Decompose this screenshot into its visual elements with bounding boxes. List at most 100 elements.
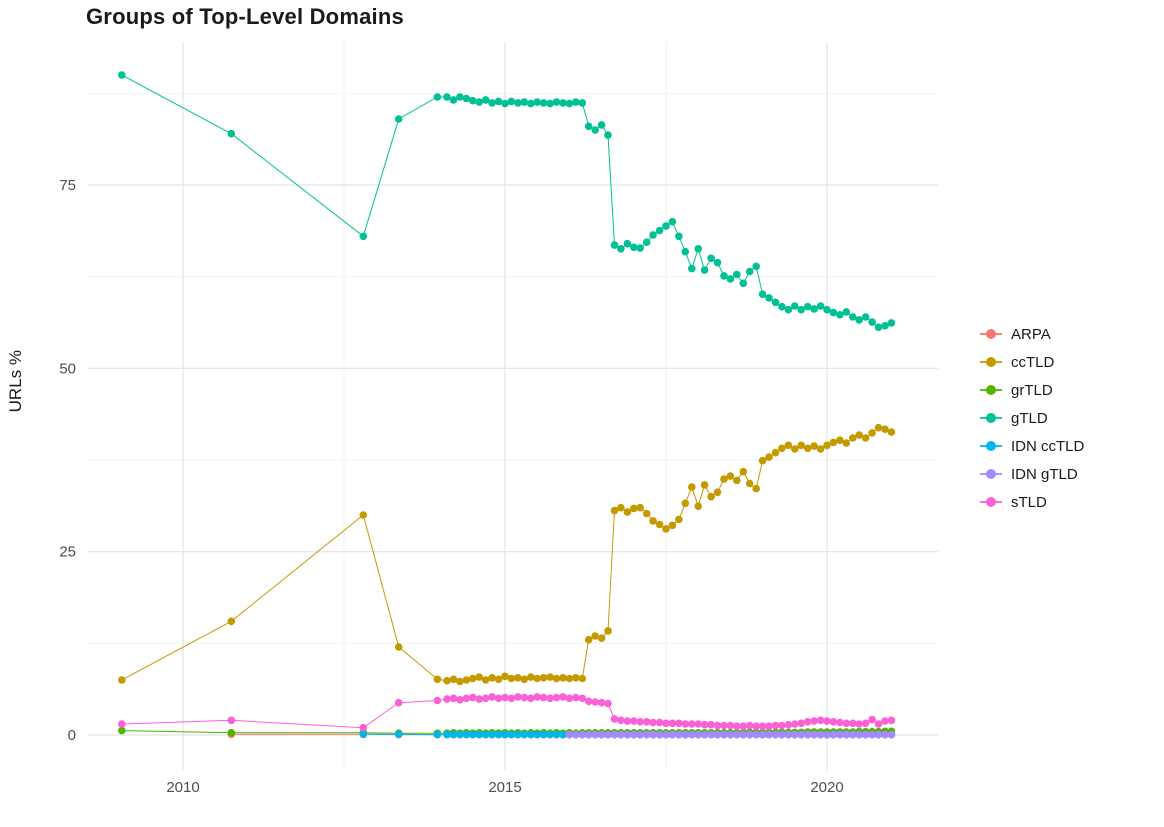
data-point	[823, 305, 831, 314]
data-point	[507, 97, 516, 106]
y-tick-label: 50	[59, 360, 76, 377]
data-point	[668, 217, 677, 226]
data-point	[855, 720, 863, 728]
data-point	[771, 730, 780, 739]
data-point	[359, 730, 368, 739]
data-point	[855, 431, 863, 439]
data-point	[720, 721, 728, 730]
data-point	[797, 719, 805, 728]
data-point	[394, 698, 403, 707]
data-point	[533, 674, 541, 683]
data-point	[481, 730, 490, 739]
data-point	[546, 694, 554, 703]
data-point	[591, 126, 599, 134]
data-point	[784, 305, 793, 314]
data-point	[462, 694, 471, 703]
legend-item-gtld[interactable]: gTLD	[980, 404, 1084, 432]
data-point	[726, 721, 735, 730]
data-point	[394, 730, 403, 739]
data-point	[874, 423, 883, 432]
data-point	[443, 695, 451, 703]
data-point	[481, 676, 490, 684]
data-point	[359, 723, 368, 732]
data-point	[791, 730, 799, 739]
data-point	[514, 730, 522, 739]
data-point	[874, 323, 883, 332]
data-point	[604, 131, 612, 139]
data-point	[803, 730, 812, 739]
legend-key-icon	[980, 382, 1002, 398]
data-point	[456, 677, 464, 686]
data-point	[752, 722, 760, 730]
data-point	[539, 693, 548, 702]
data-point	[681, 720, 690, 728]
data-point	[887, 428, 896, 436]
data-point	[488, 693, 496, 701]
data-point	[771, 298, 780, 307]
data-point	[694, 730, 702, 739]
data-point	[707, 492, 715, 501]
data-point	[733, 476, 741, 485]
data-point	[662, 222, 670, 230]
data-point	[720, 272, 728, 280]
data-point	[394, 115, 403, 123]
data-point	[829, 438, 838, 447]
data-point	[488, 674, 496, 682]
data-point	[887, 319, 896, 327]
y-tick-label: 25	[59, 544, 76, 561]
data-point	[849, 313, 857, 321]
data-point	[842, 439, 851, 447]
legend-item-idn-cctld[interactable]: IDN ccTLD	[980, 432, 1084, 460]
data-point	[836, 311, 844, 319]
data-point	[469, 730, 477, 739]
data-point	[668, 719, 677, 728]
data-point	[797, 441, 805, 450]
data-point	[675, 515, 683, 524]
data-point	[745, 721, 754, 730]
data-point	[662, 525, 670, 533]
legend-label: IDN ccTLD	[1011, 437, 1085, 455]
data-point	[584, 730, 593, 739]
data-point	[597, 698, 606, 707]
data-point	[694, 720, 702, 728]
data-point	[433, 730, 442, 739]
legend-item-arpa[interactable]: ARPA	[980, 320, 1084, 348]
legend-item-stld[interactable]: sTLD	[980, 488, 1084, 516]
data-point	[713, 730, 722, 739]
data-point	[494, 694, 503, 703]
data-point	[688, 483, 696, 491]
data-point	[707, 720, 715, 729]
legend-item-idn-gtld[interactable]: IDN gTLD	[980, 460, 1084, 488]
data-point	[836, 718, 844, 727]
data-point	[610, 715, 619, 723]
data-point	[810, 717, 818, 725]
data-point	[675, 719, 683, 728]
data-point	[475, 695, 484, 703]
data-point	[784, 730, 793, 739]
legend-item-cctld[interactable]: ccTLD	[980, 348, 1084, 376]
data-point	[688, 720, 696, 728]
data-point	[675, 730, 683, 739]
data-point	[726, 275, 735, 283]
data-point	[597, 730, 606, 739]
data-point	[449, 96, 458, 104]
data-point	[803, 302, 812, 311]
legend-key-icon	[980, 466, 1002, 482]
data-point	[829, 308, 838, 317]
data-point	[118, 71, 126, 79]
data-point	[881, 425, 889, 434]
legend-key-icon	[980, 494, 1002, 510]
legend-item-grtld[interactable]: grTLD	[980, 376, 1084, 404]
data-point	[778, 730, 786, 739]
data-point	[649, 517, 657, 525]
data-point	[591, 698, 599, 706]
data-point	[881, 322, 889, 330]
data-point	[359, 232, 368, 241]
legend: ARPA ccTLD grTLD gTLD IDN ccTLD IDN gTLD…	[980, 320, 1084, 516]
data-point	[662, 730, 670, 739]
data-point	[552, 693, 561, 702]
legend-key-icon	[980, 410, 1002, 426]
data-point	[836, 730, 844, 739]
data-point	[829, 718, 838, 726]
data-point	[791, 445, 799, 453]
